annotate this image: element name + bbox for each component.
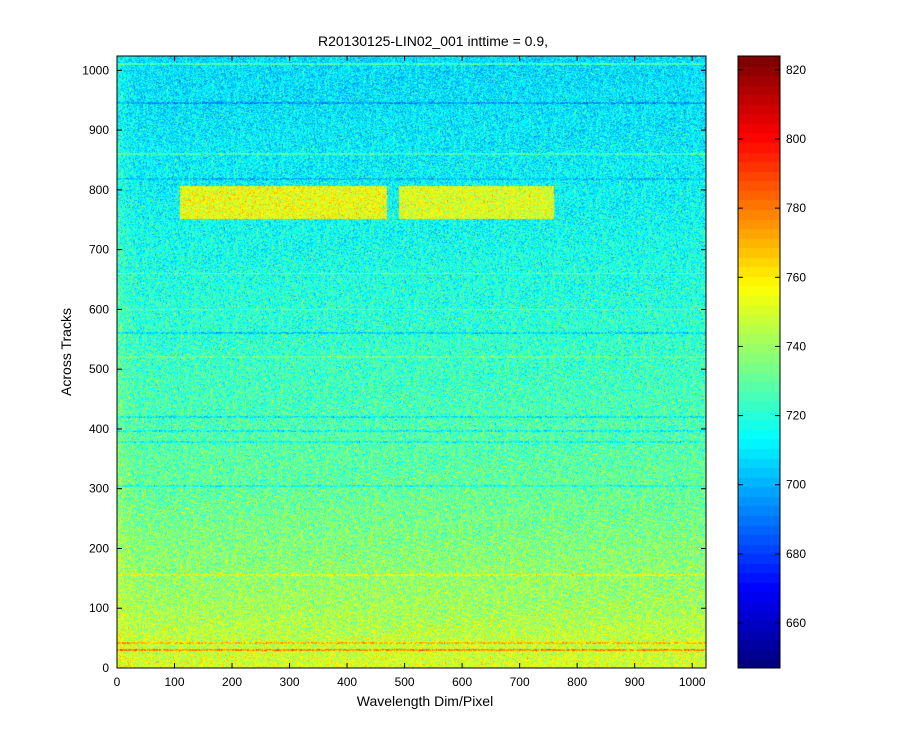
colorbar-tick-label: 760	[786, 270, 806, 284]
colorbar-frame	[737, 55, 781, 669]
x-tick-label: 500	[395, 675, 415, 689]
y-tick-label: 100	[89, 601, 109, 615]
y-tick-label: 400	[89, 422, 109, 436]
y-tick-label: 900	[89, 123, 109, 137]
colorbar-tick-label: 780	[786, 201, 806, 215]
x-tick-label: 0	[114, 675, 121, 689]
plot-frame	[116, 55, 707, 669]
colorbar-tick-label: 800	[786, 132, 806, 146]
y-axis-label: Across Tracks	[58, 308, 74, 396]
colorbar-tick-label: 660	[786, 616, 806, 630]
x-tick-label: 300	[280, 675, 300, 689]
x-axis-label: Wavelength Dim/Pixel	[357, 693, 493, 709]
x-axis-ticks: 0 100 200 300 400 500 600 700 800 900 1000	[114, 56, 706, 689]
colorbar-tick-label: 720	[786, 409, 806, 423]
colorbar-tick-label: 820	[786, 63, 806, 77]
colorbar-tick-label: 700	[786, 478, 806, 492]
x-tick-label: 400	[337, 675, 357, 689]
y-tick-label: 800	[89, 183, 109, 197]
x-tick-label: 900	[625, 675, 645, 689]
y-tick-label: 200	[89, 541, 109, 555]
y-tick-label: 700	[89, 243, 109, 257]
x-tick-label: 800	[567, 675, 587, 689]
y-tick-label: 1000	[82, 63, 109, 77]
colorbar-ticks: 660 680 700 720 740 760 780 800 820	[738, 63, 806, 630]
x-tick-label: 100	[165, 675, 185, 689]
x-tick-label: 700	[510, 675, 530, 689]
colorbar-gradient	[738, 56, 780, 668]
colorbar-tick-label: 740	[786, 339, 806, 353]
colorbar-tick-label: 680	[786, 547, 806, 561]
x-tick-label: 200	[222, 675, 242, 689]
x-tick-label: 1000	[679, 675, 706, 689]
y-tick-label: 500	[89, 362, 109, 376]
y-tick-label: 600	[89, 302, 109, 316]
y-tick-label: 0	[102, 661, 109, 675]
y-tick-label: 300	[89, 482, 109, 496]
chart-title: R20130125-LIN02_001 inttime = 0.9,	[318, 33, 548, 49]
heatmap-image	[117, 56, 706, 668]
x-tick-label: 600	[452, 675, 472, 689]
y-axis-ticks: 0 100 200 300 400 500 600 700 800 900 1000	[82, 63, 706, 675]
